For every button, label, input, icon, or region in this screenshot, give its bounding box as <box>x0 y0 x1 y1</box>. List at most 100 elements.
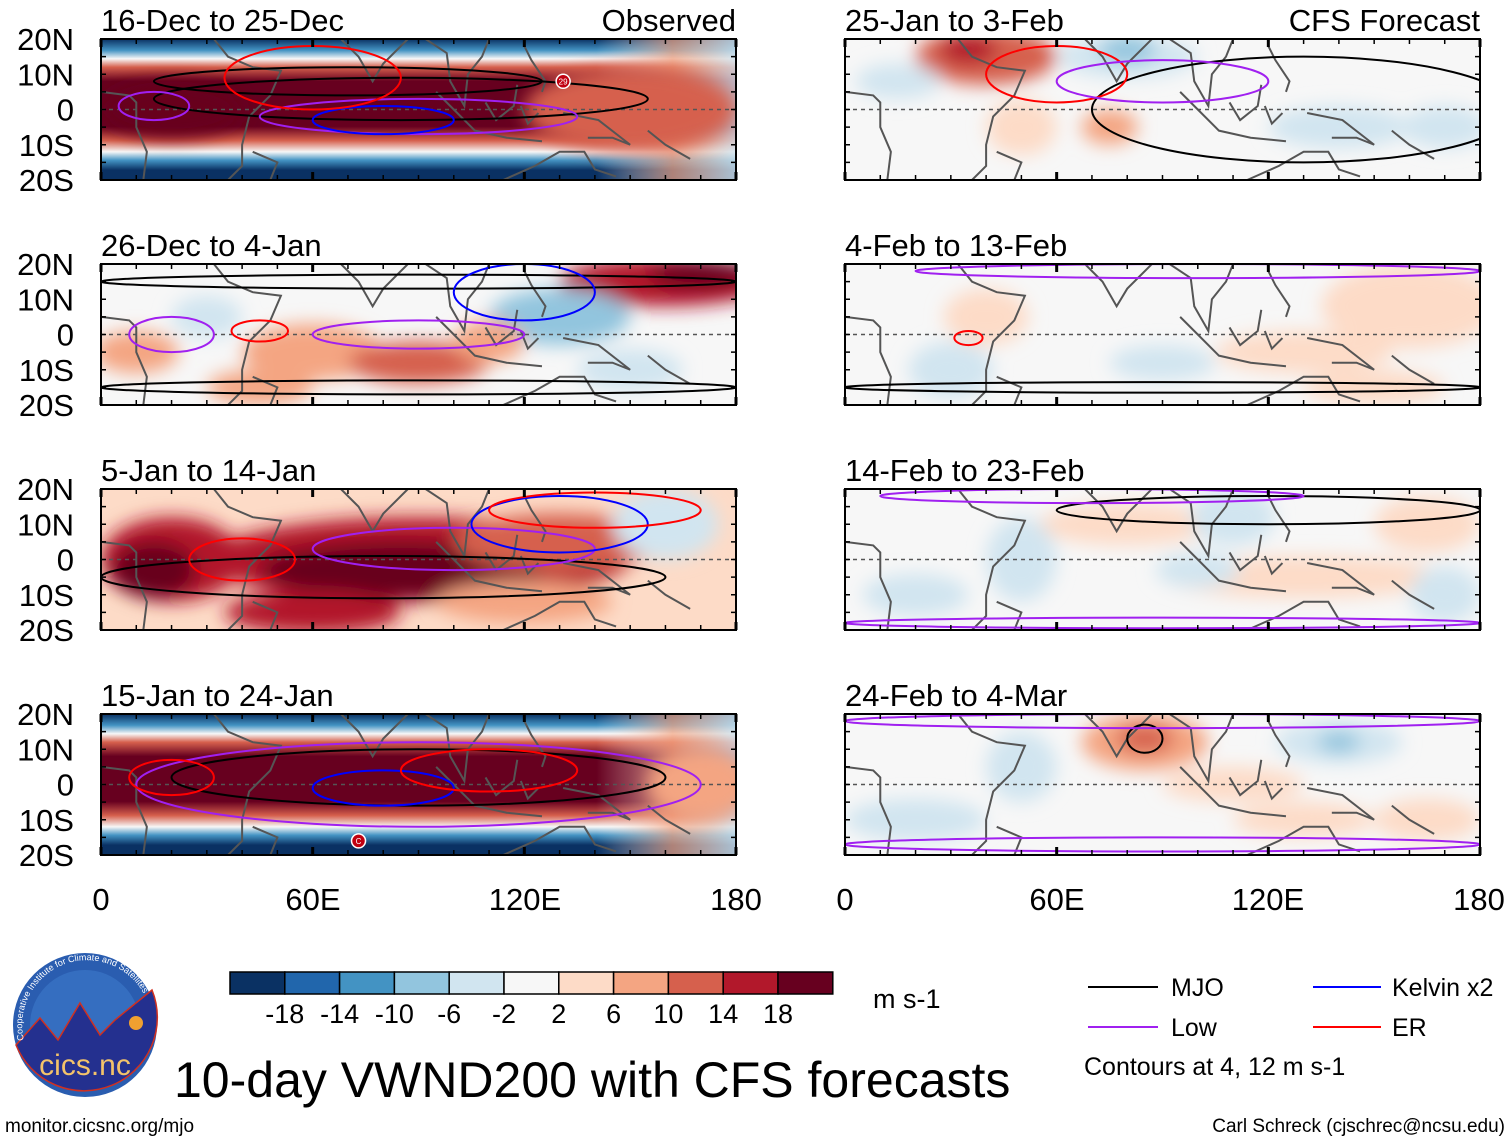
panel-tag: CFS Forecast <box>1289 3 1481 38</box>
panel-title: 15-Jan to 24-Jan <box>101 678 334 713</box>
coastline <box>340 264 409 309</box>
legend-note: Contours at 4, 12 m s-1 <box>1084 1053 1345 1081</box>
wave-contour <box>845 714 1480 730</box>
lat-label: 0 <box>57 318 74 353</box>
lat-label: 20S <box>19 613 74 648</box>
wave-contour <box>914 264 1480 280</box>
footer-url: monitor.cicsnc.org/mjo <box>5 1116 194 1137</box>
lat-label: 10N <box>17 57 74 92</box>
panel-title: 4-Feb to 13-Feb <box>845 228 1067 263</box>
coastline <box>252 600 279 630</box>
colorbar-units: m s-1 <box>873 984 941 1014</box>
coastline <box>523 270 547 318</box>
coastline <box>996 150 1023 180</box>
anomaly-region <box>171 295 243 339</box>
coastline <box>1306 337 1375 371</box>
coastline <box>1306 562 1375 596</box>
lon-axis-right: 0 60E 120E 180 <box>836 882 1504 917</box>
colorbar-label: -6 <box>437 999 461 1029</box>
lat-label: 20S <box>19 163 74 198</box>
lat-label: 20N <box>17 697 74 732</box>
coastline <box>1391 129 1435 160</box>
coastline <box>845 315 892 405</box>
coastline <box>1169 39 1234 110</box>
coastline <box>996 375 1023 405</box>
anomaly-region <box>1402 105 1480 149</box>
coastline <box>1228 309 1263 347</box>
coastline <box>1179 91 1287 143</box>
vwnd-field <box>845 264 1480 405</box>
coastline <box>484 84 519 122</box>
colorbar-swatch <box>722 971 779 995</box>
coastline <box>845 90 892 180</box>
anomaly-region <box>845 798 987 841</box>
legend-label-low: Low <box>1171 1014 1218 1042</box>
wave-contour <box>128 758 215 797</box>
colorbar-label: 14 <box>708 999 738 1029</box>
coastline <box>647 579 691 610</box>
coastline <box>213 39 283 180</box>
wave-contour <box>311 319 526 350</box>
coastline <box>435 541 543 593</box>
anomaly-region <box>855 63 941 99</box>
coastline <box>101 315 148 405</box>
colorbar-swatch <box>503 971 560 995</box>
coastline <box>1306 112 1375 146</box>
panel-title: 14-Feb to 23-Feb <box>845 453 1085 488</box>
vwnd-field <box>101 39 736 180</box>
anomaly-region <box>224 591 401 630</box>
lat-label: 20N <box>17 22 74 57</box>
coastline <box>562 112 631 146</box>
coastline <box>1228 534 1263 572</box>
anomaly-region <box>1374 798 1480 841</box>
lat-label: 0 <box>57 768 74 803</box>
lon-label: 0 <box>836 882 853 917</box>
wave-contour <box>101 554 667 600</box>
coastline <box>502 150 617 180</box>
coastline <box>1267 45 1291 93</box>
lat-label: 10N <box>17 732 74 767</box>
coastline <box>562 787 631 821</box>
coastline <box>957 39 1027 180</box>
coastline <box>562 562 631 596</box>
map-panel: 25-Jan to 3-Feb CFS Forecast <box>843 3 1482 181</box>
panel-title: 25-Jan to 3-Feb <box>845 3 1064 38</box>
lon-axis-left: 0 60E 120E 180 <box>92 882 761 917</box>
wave-contour <box>470 495 649 554</box>
storm-marker-icon <box>555 73 571 90</box>
lat-label: 10S <box>19 353 74 388</box>
coastline <box>435 316 543 368</box>
lon-label: 60E <box>1029 882 1084 917</box>
footer-author: Carl Schreck (cjschrec@ncsu.edu) <box>1212 1116 1505 1137</box>
anomaly-region <box>1268 105 1410 149</box>
cics-logo: cics.nc Cooperative Institute for Climat… <box>13 952 159 1097</box>
coastline <box>523 495 547 543</box>
coastline <box>996 600 1023 630</box>
colorbar-swatch <box>393 971 450 995</box>
colorbar-swatch <box>667 971 724 995</box>
lat-label: 10S <box>19 803 74 838</box>
coastline <box>213 489 283 630</box>
wave-contour <box>953 329 984 347</box>
anomaly-region <box>101 81 243 138</box>
anomaly-region <box>436 580 613 623</box>
coastline <box>1391 579 1435 610</box>
anomaly-region <box>647 264 736 289</box>
lat-label: 20S <box>19 838 74 873</box>
wave-contour <box>311 769 455 807</box>
coastline <box>523 45 547 93</box>
wave-contour <box>879 489 1305 505</box>
panel-title: 26-Dec to 4-Jan <box>101 228 322 263</box>
wave-contour <box>311 526 596 572</box>
legend-label-mjo: MJO <box>1171 974 1224 1002</box>
anomaly-region <box>1233 802 1375 838</box>
coastline <box>340 39 409 84</box>
legend: MJO Kelvin x2 Low ER Contours at 4, 12 m… <box>1084 974 1493 1081</box>
lon-label: 60E <box>285 882 340 917</box>
wave-contour <box>128 315 215 354</box>
wave-contour <box>170 748 667 807</box>
vwnd-field <box>845 714 1480 855</box>
